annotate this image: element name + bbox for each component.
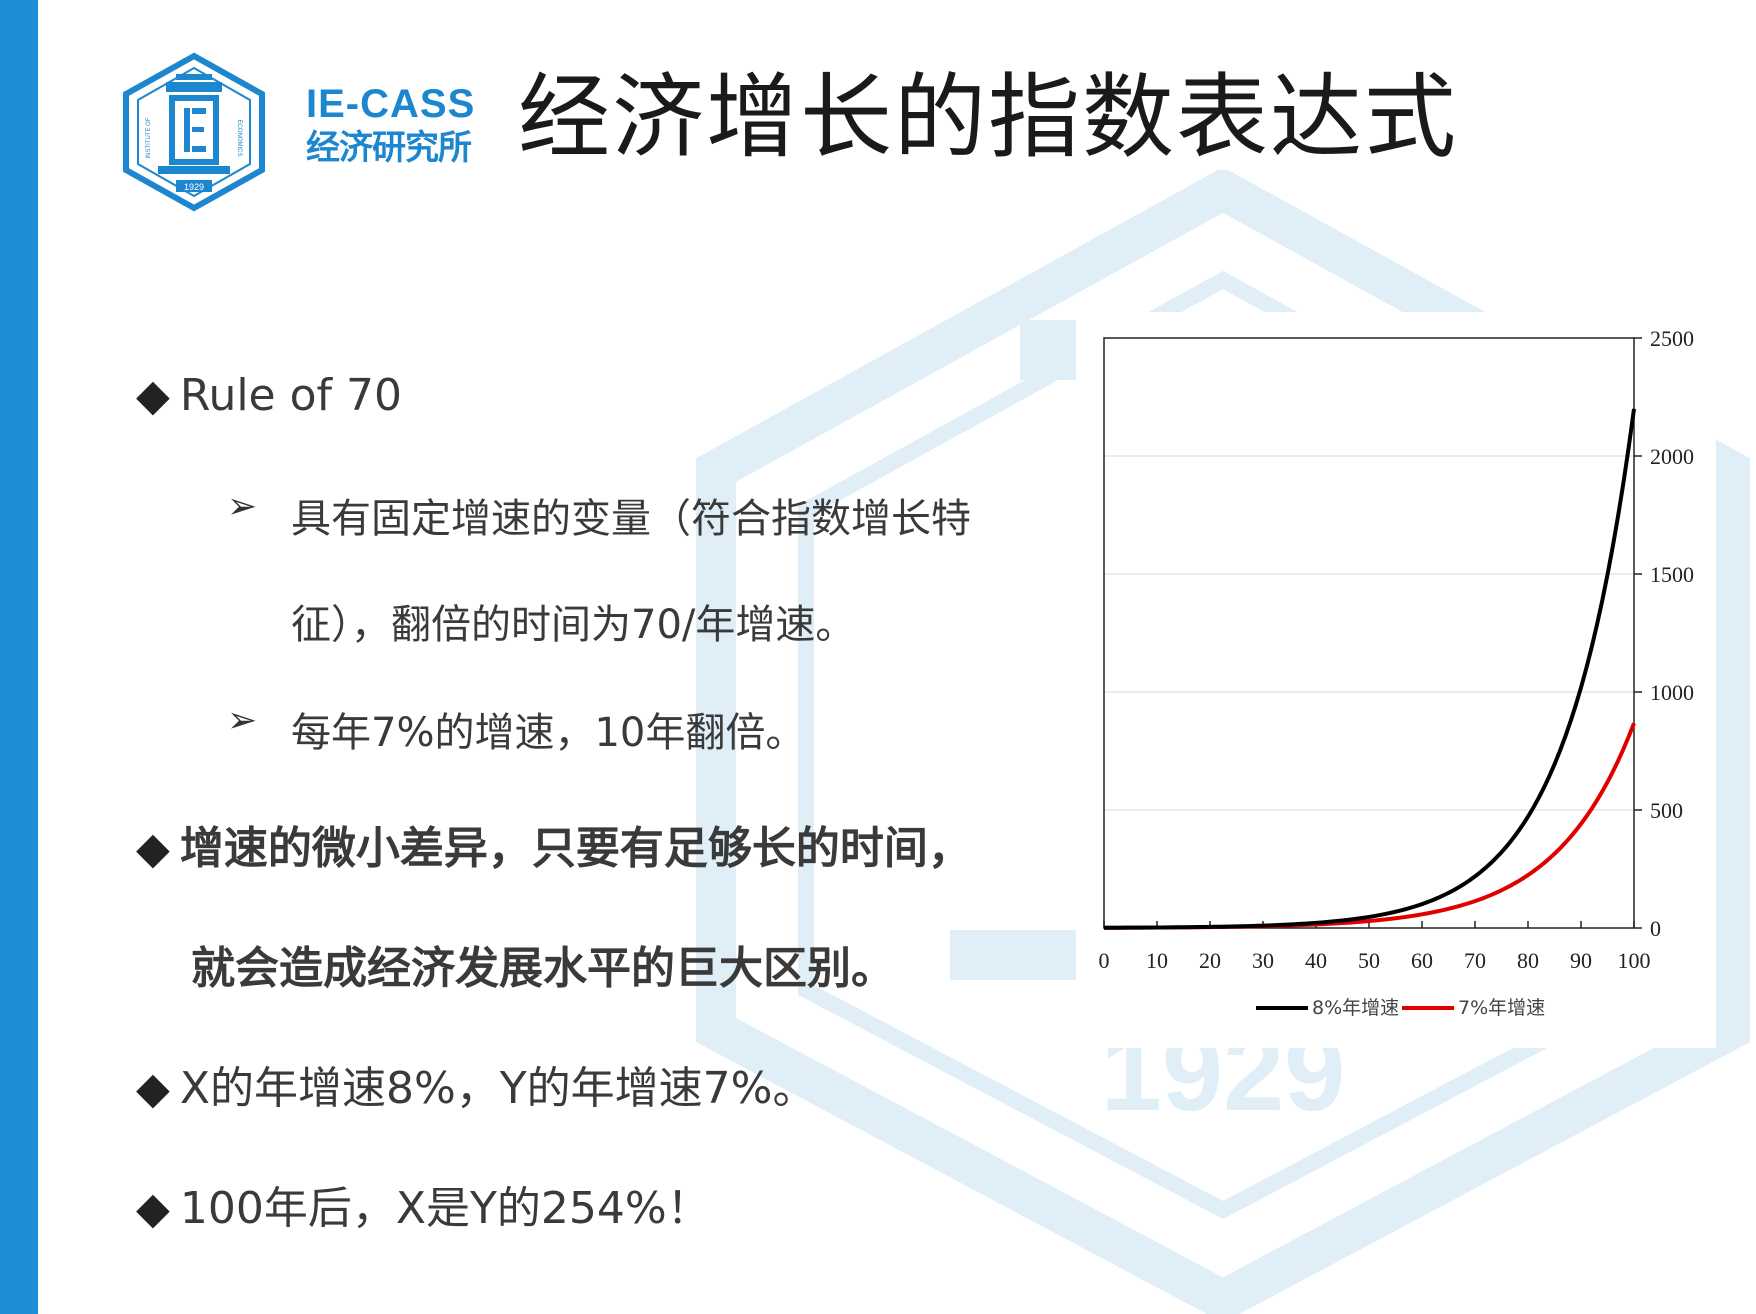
sub-bullet-text: 具有固定增速的变量（符合指数增长特: [291, 496, 971, 542]
series-line-7pct: [1103, 722, 1636, 930]
y-tick-label: 1500: [1650, 562, 1694, 587]
diamond-bullet-icon: ◆: [136, 1063, 170, 1114]
bullet-small-difference: ◆ 增速的微小差异，只要有足够长的时间，: [136, 812, 972, 876]
x-tick-label: 80: [1517, 948, 1539, 973]
arrow-bullet-icon: ➢: [227, 486, 258, 527]
diamond-bullet-icon: ◆: [136, 1183, 170, 1234]
brand-chinese: 经济研究所: [306, 128, 472, 168]
logo-year: 1929: [184, 182, 204, 192]
arrow-bullet-icon: ➢: [227, 700, 258, 741]
y-tick-label: 0: [1650, 916, 1661, 941]
page-title: 经济增长的指数表达式: [518, 64, 1459, 171]
bullet-text: 就会造成经济发展水平的巨大区别。: [191, 943, 895, 994]
bullet-100-years: ◆ 100年后，X是Y的254%！: [136, 1172, 711, 1236]
x-tick-label: 20: [1199, 948, 1221, 973]
growth-chart: 0 500 1000 1500 2000 2500 0 10 20 30 40 50 60 70 80 90 1…: [1076, 312, 1716, 1048]
bullet-xy-growth: ◆ X的年增速8%，Y的年增速7%。: [136, 1052, 816, 1116]
x-tick-label: 100: [1618, 948, 1651, 973]
bullet-text: X的年增速8%，Y的年增速7%。: [179, 1063, 817, 1114]
legend-label-7pct: 7%年增速: [1458, 997, 1545, 1019]
x-tick-label: 40: [1305, 948, 1327, 973]
y-tick-label: 1000: [1650, 680, 1694, 705]
ie-cass-logo: 1929 INSTITUTE OF ECONOMICS: [123, 52, 265, 212]
sub-bullet-fixed-growth-cont: 征），翻倍的时间为70/年增速。: [291, 592, 855, 650]
x-tick-label: 10: [1146, 948, 1168, 973]
x-tick-label: 70: [1464, 948, 1486, 973]
diamond-bullet-icon: ◆: [136, 823, 170, 874]
y-tick-label: 2000: [1650, 444, 1694, 469]
x-tick-label: 60: [1411, 948, 1433, 973]
brand-lockup: IE-CASS 经济研究所: [306, 82, 492, 176]
diamond-bullet-icon: ◆: [136, 370, 170, 421]
sub-bullet-7pct: ➢ 每年7%的增速，10年翻倍。: [227, 700, 806, 758]
accent-bar: [0, 0, 38, 1314]
x-tick-label: 0: [1099, 948, 1110, 973]
bullet-small-difference-cont: 就会造成经济发展水平的巨大区别。: [191, 932, 895, 996]
y-tick-label: 2500: [1650, 326, 1694, 351]
bullet-text: 100年后，X是Y的254%！: [179, 1183, 711, 1234]
plot-frame: [1103, 337, 1635, 929]
x-tick-label: 30: [1252, 948, 1274, 973]
x-tick-label: 50: [1358, 948, 1380, 973]
legend-label-8pct: 8%年增速: [1312, 997, 1399, 1019]
bullet-rule-of-70: ◆ Rule of 70: [136, 370, 402, 421]
x-tick-label: 90: [1570, 948, 1592, 973]
growth-chart-svg: 0 500 1000 1500 2000 2500 0 10 20 30 40 50 60 70 80 90 1…: [1099, 326, 1695, 1019]
series-line-8pct: [1103, 408, 1636, 930]
sub-bullet-text: 征），翻倍的时间为70/年增速。: [291, 602, 856, 648]
sub-bullet-fixed-growth: ➢ 具有固定增速的变量（符合指数增长特: [227, 486, 971, 544]
logo-text-right: ECONOMICS: [236, 119, 242, 156]
brand-english: IE-CASS: [306, 82, 476, 126]
y-tick-label: 500: [1650, 798, 1683, 823]
sub-bullet-text: 每年7%的增速，10年翻倍。: [291, 710, 806, 756]
bullet-text: 增速的微小差异，只要有足够长的时间，: [179, 823, 972, 874]
bullet-text: Rule of 70: [179, 370, 402, 421]
logo-text-left: INSTITUTE OF: [146, 117, 152, 158]
